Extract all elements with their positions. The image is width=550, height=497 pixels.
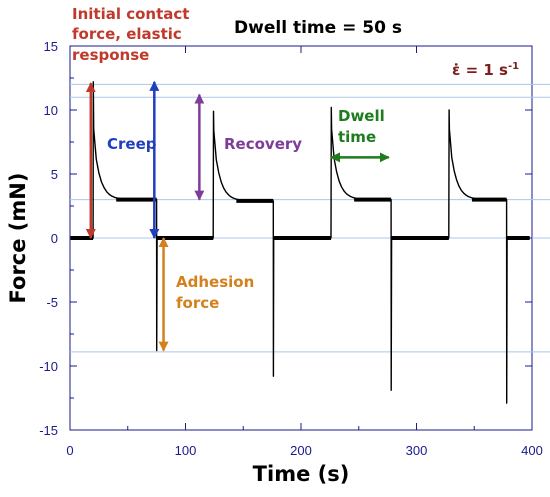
y-tick-label: -10 (39, 359, 58, 374)
y-tick-label: 0 (51, 231, 58, 246)
chart-title: Dwell time = 50 s (234, 18, 402, 38)
x-tick-label: 400 (521, 443, 543, 458)
baseline-band-1 (157, 236, 214, 240)
y-tick-label: 15 (44, 39, 58, 54)
baseline-band-end (507, 236, 530, 240)
annotation-dwell-time: Dwell time (338, 107, 390, 146)
strain-rate-label: ε̇ = 1 s-1 (452, 61, 519, 79)
x-tick-label: 200 (290, 443, 312, 458)
annotation-adhesion: Adhesion force (176, 273, 260, 312)
annotation-initial-contact-line2: force, elastic (72, 25, 182, 43)
y-tick-label: 5 (51, 167, 58, 182)
annotation-arrows (85, 80, 390, 352)
annotation-initial-contact-line3: response (72, 46, 149, 64)
x-tick-label: 300 (406, 443, 428, 458)
annotation-initial-contact: Initial contact force, elastic response (72, 5, 195, 64)
plateau-band-2 (354, 197, 392, 202)
annotation-creep: Creep (107, 135, 157, 153)
baseline-band-2 (273, 236, 332, 240)
baseline-band-3 (391, 236, 449, 240)
annotation-dwell-time-line2: time (338, 128, 376, 146)
annotation-recovery: Recovery (224, 135, 302, 153)
force-trace (70, 81, 530, 404)
axis-ticks (69, 45, 533, 431)
x-axis-title: Time (s) (253, 462, 350, 486)
strain-rate-exponent: -1 (508, 61, 519, 72)
y-tick-label: -15 (39, 423, 58, 438)
y-tick-label: -5 (46, 295, 58, 310)
axis-tick-labels: 0 100 200 300 400 -15 -10 -5 0 5 10 15 (39, 39, 543, 458)
y-axis-title: Force (mN) (6, 173, 30, 304)
baseline-noise (70, 197, 530, 240)
baseline-band-0 (70, 236, 94, 240)
strain-rate-symbol: ε̇ (452, 61, 460, 79)
annotation-initial-contact-line1: Initial contact (72, 5, 189, 23)
x-tick-label: 100 (175, 443, 197, 458)
reference-lines (70, 83, 550, 353)
strain-rate-text: = 1 s (460, 61, 508, 79)
annotation-dwell-time-line1: Dwell (338, 107, 385, 125)
plateau-band-3 (471, 197, 507, 202)
plateau-band-0 (116, 197, 157, 202)
annotation-adhesion-line1: Adhesion (176, 273, 254, 291)
plateau-band-1 (236, 198, 274, 203)
x-tick-label: 0 (66, 443, 73, 458)
y-tick-label: 10 (44, 103, 58, 118)
annotation-adhesion-line2: force (176, 294, 219, 312)
